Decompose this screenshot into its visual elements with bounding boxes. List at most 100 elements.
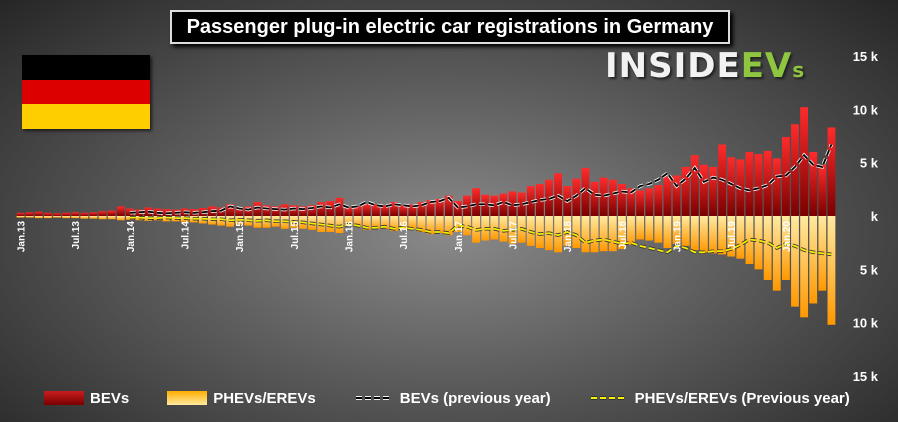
phev-bar [125,216,134,220]
bev-bar [645,188,654,216]
y-tick-label: 10 k [853,316,879,331]
phev-bar [791,216,799,307]
flag-stripe-black [22,55,150,80]
x-tick-label: Jan.13 [17,221,28,253]
bev-bar [417,202,426,216]
phev-bar [53,216,61,218]
y-tick-label: 5 k [860,156,879,171]
phev-bar [709,216,717,254]
bev-bar [745,152,754,216]
bev-bar [408,204,417,216]
chart-title: Passenger plug-in electric car registrat… [170,10,730,44]
bev-bar [98,211,107,216]
x-tick-label: Jan.19 [673,221,684,253]
legend-label-bev: BEVs [90,389,130,407]
phev-bar [763,216,772,280]
bev-bar [262,205,271,216]
bev-bar [371,204,380,216]
phev-bar [772,216,781,291]
phev-bar [645,216,654,241]
bev-bar [226,204,235,216]
bev-bar [690,155,699,216]
x-tick-label: Jul.15 [290,221,301,250]
phev-bar [535,216,544,248]
legend-label-bev-prev: BEVs (previous year) [399,389,551,407]
bev-bar [481,194,490,216]
bev-bar [809,152,818,216]
legend-item-bev: BEVs [44,390,129,407]
bev-bar [627,188,635,216]
bev-bar [754,154,763,216]
logo-text-inside: INSIDE [605,46,741,86]
x-tick-label: Jan.20 [782,221,793,253]
legend-swatch-phev-prev [590,396,627,400]
bev-bar [299,206,307,216]
phev-bar [353,216,362,227]
x-tick-label: Jul.19 [727,221,738,250]
y-tick-label: k [871,209,879,224]
phev-bar [362,216,371,230]
bev-bar [709,166,717,216]
legend-swatch-phev [167,391,208,405]
bev-bar [53,213,61,216]
phev-bar [98,216,107,220]
bev-bar [62,212,71,216]
bev-bar [80,212,89,216]
phev-bar [681,216,690,246]
phev-bar [499,216,508,242]
bev-bar [617,184,626,216]
legend-item-bev-prev: BEVs (previous year) [354,390,551,407]
bev-bar [399,205,408,216]
legend-swatch-bev-prev [355,396,392,400]
phev-bar [800,216,809,318]
y-tick-label: 5 k [860,262,879,277]
phev-bar [344,216,353,226]
x-tick-label: Jan.15 [235,221,246,253]
bev-bar [581,168,590,216]
phev-bar [608,216,617,252]
germany-flag-icon [22,55,150,129]
phev-bar [745,216,754,264]
bev-bar [235,207,244,216]
legend-label-phev-prev: PHEVs/EREVs (Previous year) [634,389,850,407]
y-tick-label: 15 k [853,49,879,64]
phev-bar [627,216,635,245]
bev-bar [772,158,781,216]
phev-bar [754,216,763,270]
bev-bar [444,195,453,216]
x-tick-label: Jan.18 [563,221,574,253]
bev-bar [681,166,690,216]
bev-bar [308,205,317,216]
phev-bar [781,216,790,280]
bev-bar [663,176,672,216]
phev-bar [809,216,818,304]
bev-bar [599,177,608,216]
x-tick-label: Jul.13 [71,221,82,250]
bev-bar [271,206,280,216]
bev-bar [508,191,517,216]
bev-bar [390,202,399,216]
phev-bar [381,216,389,229]
legend: BEVs PHEVs/EREVs BEVs (previous year) PH… [44,388,874,408]
bev-bar [672,175,681,216]
phev-bar [43,216,52,219]
phev-bar [62,216,71,219]
phev-bar [663,216,672,248]
bev-bar [590,181,599,216]
bev-bar [25,212,34,216]
phev-bar [617,216,626,250]
phev-bar [572,216,581,248]
bev-bar [800,107,809,216]
bev-bar [472,188,481,216]
legend-item-phev: PHEVs/EREVs [167,390,316,407]
bev-bar [317,202,326,216]
phev-bar [827,216,836,325]
phev-bar [89,216,98,219]
phev-bar [690,216,699,251]
legend-item-phev-prev: PHEVs/EREVs (Previous year) [589,390,850,407]
bev-prev-line-outline [129,143,834,216]
phev-bar [25,216,34,218]
bev-bar [490,195,499,216]
bev-bar [818,164,827,216]
